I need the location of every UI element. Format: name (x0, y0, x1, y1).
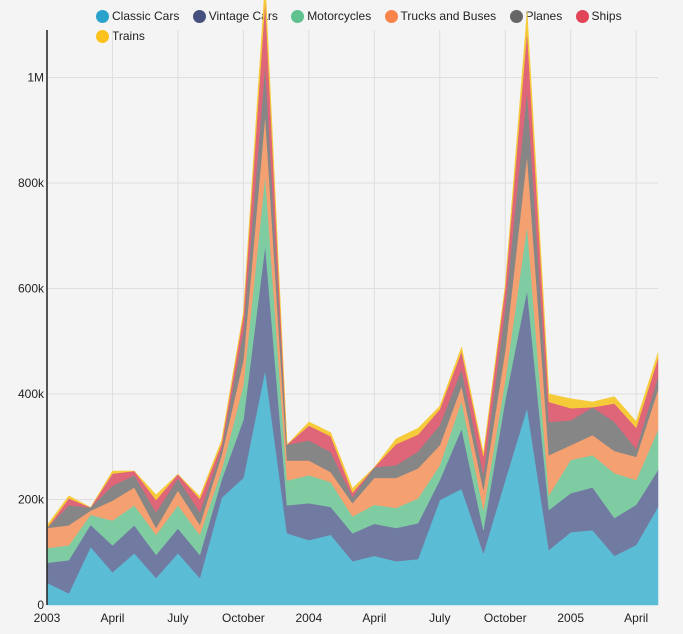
y-tick-label: 800k (18, 176, 45, 190)
legend-dot-icon (192, 9, 206, 23)
legend-dot-icon (96, 9, 109, 23)
x-tick-label: 2003 (34, 611, 61, 625)
axes: 0 200k 400k 600k 800k 1M 2003 April July October 2… (18, 30, 648, 625)
legend-dot-icon (291, 9, 305, 23)
x-tick-label: July (429, 611, 450, 625)
chart-legend: Classic Cars Vintage Cars Motorcycles Tr… (96, 6, 656, 46)
x-tick-label: April (100, 611, 124, 625)
x-tick-label: October (222, 611, 265, 625)
x-tick-label: July (167, 611, 188, 625)
legend-label: Trains (112, 29, 145, 43)
legend-label: Trucks and Buses (400, 9, 497, 23)
legend-dot-icon (384, 9, 398, 23)
legend-item-classic-cars[interactable]: Classic Cars (96, 6, 179, 26)
x-tick-label: October (484, 611, 527, 625)
area-trains[interactable] (46, 0, 659, 529)
y-tick-label: 1M (27, 70, 44, 84)
x-tick-label: 2005 (557, 611, 584, 625)
legend-label: Vintage Cars (208, 9, 278, 23)
legend-label: Motorcycles (307, 9, 372, 23)
legend-label: Classic Cars (112, 9, 180, 23)
y-tick-label: 600k (18, 281, 45, 295)
x-tick-label: 2004 (296, 611, 323, 625)
legend-label: Ships (591, 9, 622, 23)
legend-item-vintage-cars[interactable]: Vintage Cars (192, 6, 278, 26)
legend-item-trains[interactable]: Trains (96, 26, 145, 46)
legend-dot-icon (96, 29, 109, 43)
x-tick-label: April (624, 611, 648, 625)
legend-dot-icon (575, 9, 589, 23)
legend-label: Planes (525, 9, 563, 23)
legend-dot-icon (509, 9, 523, 23)
legend-item-trucks-and-buses[interactable]: Trucks and Buses (384, 6, 497, 26)
x-tick-label: April (362, 611, 386, 625)
y-tick-label: 0 (37, 598, 44, 612)
y-tick-label: 400k (18, 387, 45, 401)
y-tick-label: 200k (18, 492, 45, 506)
legend-item-planes[interactable]: Planes (509, 6, 563, 26)
legend-item-motorcycles[interactable]: Motorcycles (291, 6, 371, 26)
area-layers (46, 0, 659, 606)
legend-item-ships[interactable]: Ships (575, 6, 622, 26)
